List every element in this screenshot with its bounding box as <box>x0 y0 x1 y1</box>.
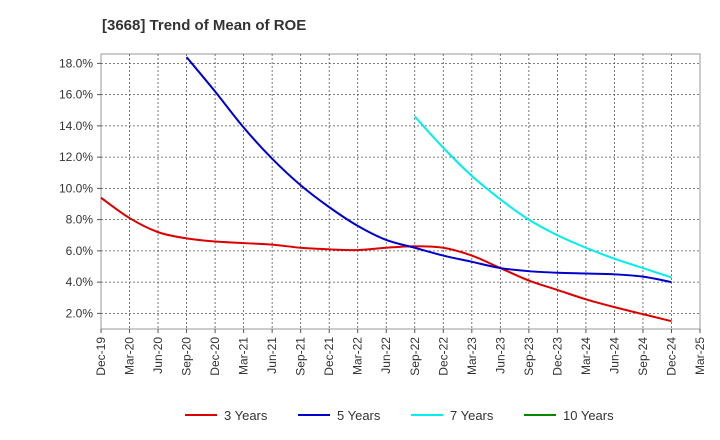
series-line-3-years <box>100 196 672 323</box>
y-tick-label: 14.0% <box>59 119 93 133</box>
plot-area <box>100 53 701 330</box>
x-tick-label: Mar-22 <box>351 337 365 375</box>
y-tick-label: 12.0% <box>59 150 93 164</box>
x-tick-label: Dec-23 <box>550 337 564 376</box>
x-tick-label: Sep-24 <box>636 337 650 376</box>
x-tick-label: Sep-20 <box>180 337 194 376</box>
x-tick-label: Jun-22 <box>379 337 393 374</box>
grid <box>101 54 700 329</box>
y-tick-label: 10.0% <box>59 181 93 195</box>
x-tick-label: Mar-24 <box>579 337 593 375</box>
legend-label: 10 Years <box>563 408 614 423</box>
x-tick-label: Dec-19 <box>94 337 108 376</box>
y-tick-label: 18.0% <box>59 56 93 70</box>
y-tick-label: 16.0% <box>59 88 93 102</box>
y-tick-label: 8.0% <box>66 213 94 227</box>
series-lines <box>100 56 672 323</box>
x-tick-label: Mar-23 <box>465 337 479 375</box>
x-tick-label: Dec-20 <box>208 337 222 376</box>
y-tick-label: 2.0% <box>66 306 94 320</box>
x-tick-label: Dec-21 <box>322 337 336 376</box>
x-axis: Dec-19 Mar-20 Jun-20 Sep-20 Dec-20 Mar-21 Jun-… <box>94 329 707 376</box>
x-tick-label: Mar-25 <box>693 337 707 375</box>
x-tick-label: Jun-20 <box>151 337 165 374</box>
x-tick-label: Jun-21 <box>265 337 279 374</box>
y-tick-label: 4.0% <box>66 275 94 289</box>
x-tick-label: Sep-21 <box>294 337 308 376</box>
legend-label: 7 Years <box>450 408 494 423</box>
chart-title: [3668] Trend of Mean of ROE <box>102 17 306 34</box>
legend-label: 5 Years <box>337 408 381 423</box>
x-tick-label: Mar-21 <box>237 337 251 375</box>
x-tick-label: Jun-24 <box>607 337 621 374</box>
y-tick-label: 6.0% <box>66 244 94 258</box>
x-tick-label: Jun-23 <box>493 337 507 374</box>
x-tick-label: Sep-23 <box>522 337 536 376</box>
x-tick-label: Dec-24 <box>664 337 678 376</box>
series-line-5-years <box>185 56 672 284</box>
legend-label: 3 Years <box>224 408 268 423</box>
x-tick-label: Mar-20 <box>123 337 137 375</box>
x-tick-label: Sep-22 <box>408 337 422 376</box>
legend: 3 Years 5 Years 7 Years 10 Years <box>185 408 614 423</box>
y-axis: 2.0% 4.0% 6.0% 8.0% 10.0% 12.0% 14.0% 16.0% 18.0… <box>59 56 101 320</box>
x-tick-label: Dec-22 <box>436 337 450 376</box>
series-line-7-years <box>414 115 672 279</box>
